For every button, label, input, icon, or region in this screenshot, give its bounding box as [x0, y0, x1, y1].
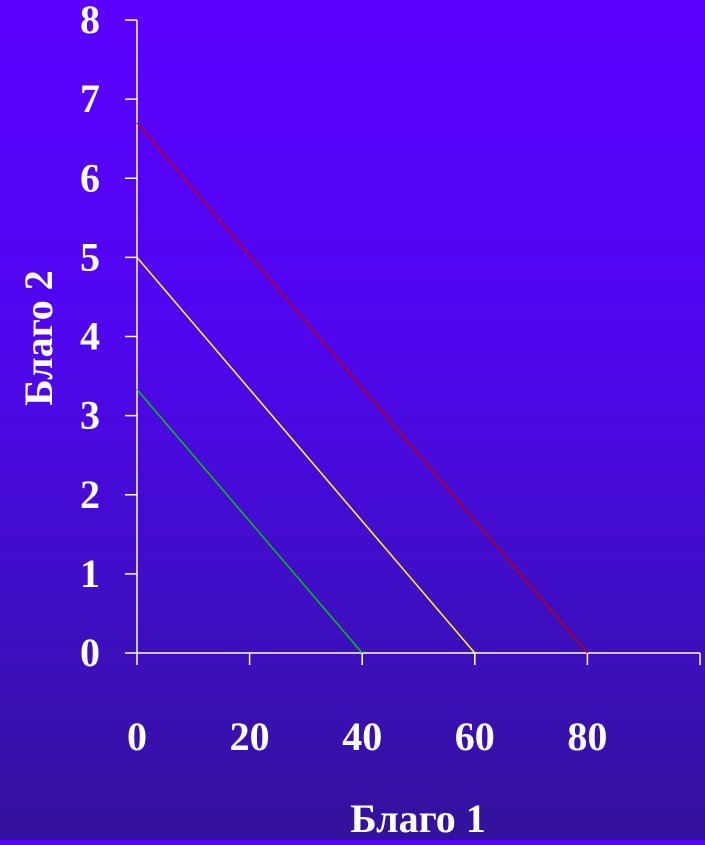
y-tick-label: 1: [80, 551, 100, 596]
y-tick-label: 3: [80, 393, 100, 438]
x-tick-label: 40: [342, 714, 382, 759]
y-axis-ticks: 0 1 2 3 4 5 6 7 8: [80, 0, 137, 675]
y-tick-label: 2: [80, 472, 100, 517]
series-line-1: [136, 389, 363, 654]
series-line-3: [136, 122, 588, 654]
y-tick-label: 0: [80, 630, 100, 675]
x-tick-label: 20: [230, 714, 270, 759]
axes: [136, 20, 700, 654]
y-tick-label: 8: [80, 0, 100, 42]
x-tick-label: 60: [455, 714, 495, 759]
x-tick-label: 80: [567, 714, 607, 759]
y-tick-label: 5: [80, 234, 100, 279]
y-axis-label: Благо 2: [16, 270, 61, 406]
x-axis-label: Благо 1: [350, 796, 486, 840]
series: [136, 122, 588, 654]
y-tick-label: 4: [80, 314, 100, 359]
series-line-2: [136, 256, 476, 654]
y-tick-label: 6: [80, 155, 100, 200]
x-axis-ticks: 0 20 40 60 80: [127, 653, 701, 759]
x-tick-label: 0: [127, 714, 147, 759]
y-tick-label: 7: [80, 76, 100, 121]
